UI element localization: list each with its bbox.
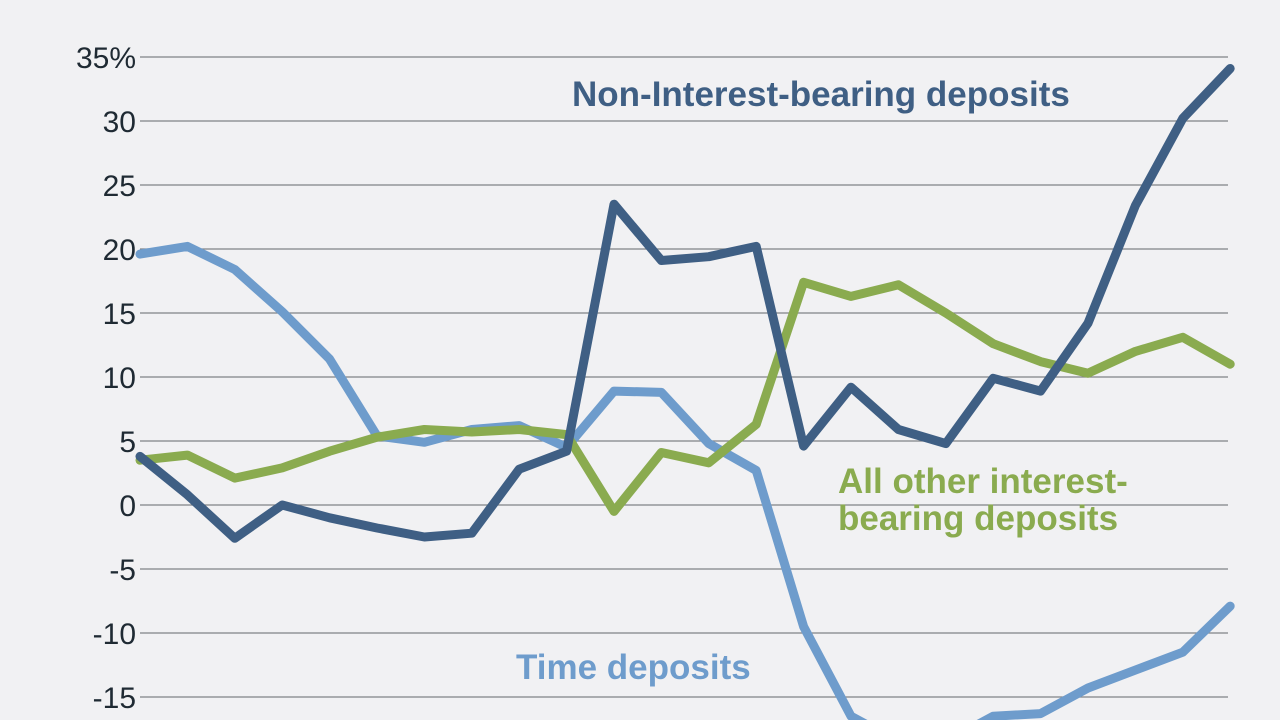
- series-label: All other interest-: [838, 462, 1128, 501]
- series-lines: [135, 64, 1235, 720]
- series-label: bearing deposits: [838, 499, 1118, 538]
- series-line: [135, 277, 1235, 516]
- y-tick-label: 5: [119, 426, 136, 459]
- y-axis-tick-labels: 35% 30 25 20 15 10 5 0 -5 -10 -15: [76, 42, 136, 715]
- y-tick-label: 30: [103, 106, 136, 139]
- gridlines: [140, 56, 1228, 698]
- y-tick-label: 35%: [76, 42, 136, 75]
- y-tick-label: 20: [103, 234, 136, 267]
- y-tick-label: 10: [103, 362, 136, 395]
- series-labels: Non-Interest-bearing deposits All other i…: [516, 75, 1128, 687]
- series-label: Non-Interest-bearing deposits: [572, 75, 1070, 114]
- y-tick-label: 25: [103, 170, 136, 203]
- y-tick-label: 0: [119, 490, 136, 523]
- y-tick-label: -5: [109, 554, 136, 587]
- y-tick-label: -15: [93, 682, 136, 715]
- series-line: [135, 64, 1235, 543]
- y-tick-label: -10: [93, 618, 136, 651]
- series-line: [135, 241, 1235, 720]
- series-label: Time deposits: [516, 648, 751, 687]
- y-tick-label: 15: [103, 298, 136, 331]
